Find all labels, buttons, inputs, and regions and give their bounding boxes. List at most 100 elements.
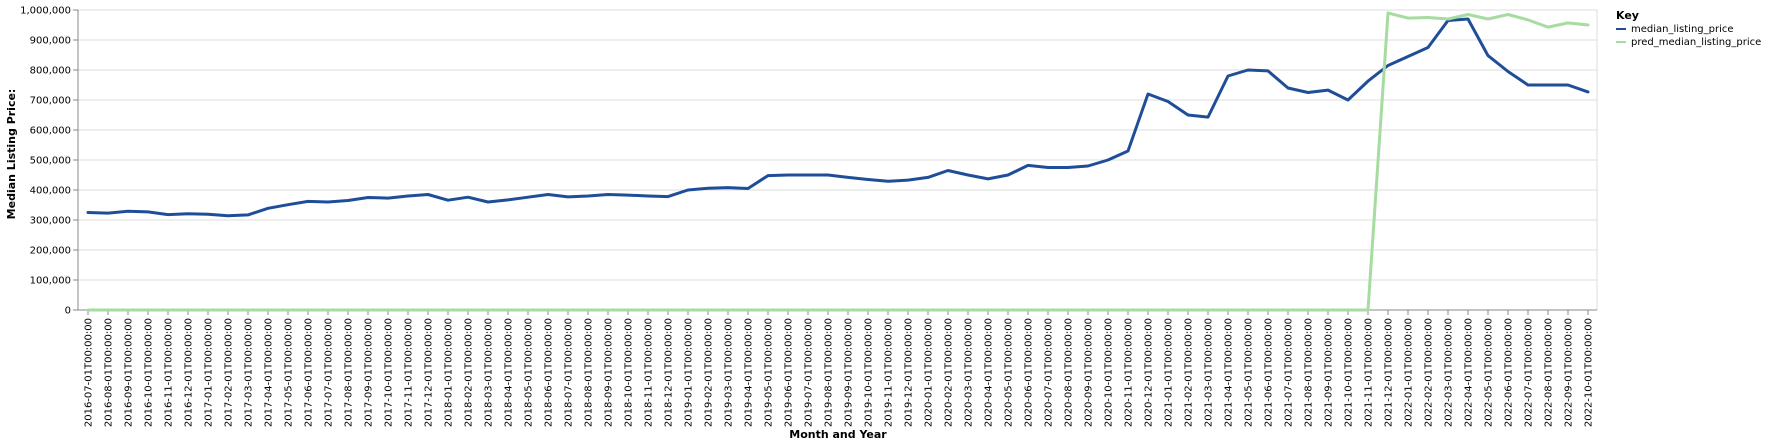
x-tick-label: 2017-07-01T00:00:00 — [324, 318, 335, 427]
x-tick-label: 2021-05-01T00:00:00 — [1244, 318, 1255, 427]
x-tick-label: 2019-05-01T00:00:00 — [764, 318, 775, 427]
x-tick-label: 2020-10-01T00:00:00 — [1104, 318, 1115, 427]
legend: Key median_listing_price pred_median_list… — [1616, 9, 1761, 48]
y-tick-label: 0 — [65, 306, 71, 317]
x-tick-label: 2021-02-01T00:00:00 — [1184, 318, 1195, 427]
x-tick-label: 2019-03-01T00:00:00 — [724, 318, 735, 427]
x-tick-label: 2019-06-01T00:00:00 — [784, 318, 795, 427]
x-tick-label: 2021-12-01T00:00:00 — [1384, 318, 1395, 427]
legend-title: Key — [1616, 9, 1639, 22]
x-tick-label: 2020-06-01T00:00:00 — [1024, 318, 1035, 427]
x-tick-label: 2018-08-01T00:00:00 — [584, 318, 595, 427]
x-tick-label: 2017-04-01T00:00:00 — [264, 318, 275, 427]
y-axis: 0 100,000 200,000 300,000 400,000 500,000 600,… — [20, 6, 79, 317]
x-tick-label: 2020-03-01T00:00:00 — [964, 318, 975, 427]
x-tick-label: 2022-04-01T00:00:00 — [1464, 318, 1475, 427]
x-tick-label: 2019-12-01T00:00:00 — [904, 318, 915, 427]
x-tick-label: 2019-01-01T00:00:00 — [684, 318, 695, 427]
x-tick-label: 2022-09-01T00:00:00 — [1564, 318, 1575, 427]
x-tick-label: 2019-02-01T00:00:00 — [704, 318, 715, 427]
x-tick-label: 2017-06-01T00:00:00 — [304, 318, 315, 427]
x-tick-label: 2021-11-01T00:00:00 — [1364, 318, 1375, 427]
x-tick-label: 2020-11-01T00:00:00 — [1124, 318, 1135, 427]
x-tick-label: 2022-03-01T00:00:00 — [1444, 318, 1455, 427]
x-tick-label: 2016-07-01T00:00:00 — [84, 318, 95, 427]
x-tick-label: 2017-02-01T00:00:00 — [224, 318, 235, 427]
y-axis-title: Median Listing Price: — [5, 89, 18, 220]
x-tick-label: 2018-01-01T00:00:00 — [444, 318, 455, 427]
legend-label: median_listing_price — [1631, 24, 1734, 35]
x-tick-label: 2017-08-01T00:00:00 — [344, 318, 355, 427]
x-tick-label: 2019-07-01T00:00:00 — [804, 318, 815, 427]
x-tick-label: 2018-04-01T00:00:00 — [504, 318, 515, 427]
x-tick-label: 2017-01-01T00:00:00 — [204, 318, 215, 427]
x-tick-label: 2022-10-01T00:00:00 — [1584, 318, 1595, 427]
y-tick-label: 300,000 — [30, 216, 71, 227]
x-tick-label: 2016-08-01T00:00:00 — [104, 318, 115, 427]
x-tick-label: 2018-09-01T00:00:00 — [604, 318, 615, 427]
x-tick-label: 2019-10-01T00:00:00 — [864, 318, 875, 427]
x-tick-label: 2017-12-01T00:00:00 — [424, 318, 435, 427]
x-tick-label: 2017-11-01T00:00:00 — [404, 318, 415, 427]
x-axis-title: Month and Year — [789, 428, 887, 441]
y-tick-label: 200,000 — [30, 246, 71, 257]
x-tick-label: 2019-04-01T00:00:00 — [744, 318, 755, 427]
x-tick-label: 2021-10-01T00:00:00 — [1344, 318, 1355, 427]
gridlines — [77, 9, 1598, 311]
x-tick-label: 2016-10-01T00:00:00 — [144, 318, 155, 427]
x-tick-label: 2019-11-01T00:00:00 — [884, 318, 895, 427]
y-tick-label: 800,000 — [30, 66, 71, 77]
x-tick-label: 2020-12-01T00:00:00 — [1144, 318, 1155, 427]
y-tick-label: 600,000 — [30, 126, 71, 137]
x-tick-label: 2022-08-01T00:00:00 — [1544, 318, 1555, 427]
x-tick-label: 2022-05-01T00:00:00 — [1484, 318, 1495, 427]
x-tick-label: 2021-04-01T00:00:00 — [1224, 318, 1235, 427]
series-line-median_listing_price — [86, 17, 1590, 218]
x-tick-label: 2020-05-01T00:00:00 — [1004, 318, 1015, 427]
x-tick-label: 2018-06-01T00:00:00 — [544, 318, 555, 427]
x-tick-label: 2017-09-01T00:00:00 — [364, 318, 375, 427]
x-tick-label: 2020-04-01T00:00:00 — [984, 318, 995, 427]
x-tick-label: 2016-12-01T00:00:00 — [184, 318, 195, 427]
y-tick-label: 700,000 — [30, 96, 71, 107]
x-tick-label: 2021-06-01T00:00:00 — [1264, 318, 1275, 427]
y-tick-label: 900,000 — [30, 36, 71, 47]
x-tick-label: 2022-02-01T00:00:00 — [1424, 318, 1435, 427]
x-tick-label: 2021-01-01T00:00:00 — [1164, 318, 1175, 427]
x-axis: 2016-07-01T00:00:00 2016-08-01T00:00:00 20… — [78, 309, 1597, 427]
x-tick-label: 2020-07-01T00:00:00 — [1044, 318, 1055, 427]
x-tick-label: 2017-05-01T00:00:00 — [284, 318, 295, 427]
x-tick-label: 2021-07-01T00:00:00 — [1284, 318, 1295, 427]
x-tick-label: 2021-09-01T00:00:00 — [1324, 318, 1335, 427]
x-tick-label: 2018-10-01T00:00:00 — [624, 318, 635, 427]
x-tick-label: 2021-03-01T00:00:00 — [1204, 318, 1215, 427]
x-tick-label: 2020-01-01T00:00:00 — [924, 318, 935, 427]
x-tick-label: 2019-09-01T00:00:00 — [844, 318, 855, 427]
x-tick-label: 2018-12-01T00:00:00 — [664, 318, 675, 427]
x-tick-label: 2018-07-01T00:00:00 — [564, 318, 575, 427]
x-tick-label: 2020-08-01T00:00:00 — [1064, 318, 1075, 427]
x-tick-label: 2016-09-01T00:00:00 — [124, 318, 135, 427]
x-tick-label: 2016-11-01T00:00:00 — [164, 318, 175, 427]
legend-label: pred_median_listing_price — [1631, 37, 1761, 48]
x-tick-label: 2018-05-01T00:00:00 — [524, 318, 535, 427]
y-tick-label: 400,000 — [30, 186, 71, 197]
x-tick-label: 2017-03-01T00:00:00 — [244, 318, 255, 427]
y-tick-label: 100,000 — [30, 276, 71, 287]
y-tick-label: 1,000,000 — [20, 6, 71, 17]
x-tick-label: 2022-01-01T00:00:00 — [1404, 318, 1415, 427]
x-tick-label: 2020-02-01T00:00:00 — [944, 318, 955, 427]
x-tick-label: 2020-09-01T00:00:00 — [1084, 318, 1095, 427]
x-tick-label: 2021-08-01T00:00:00 — [1304, 318, 1315, 427]
y-tick-label: 500,000 — [30, 156, 71, 167]
x-tick-label: 2019-08-01T00:00:00 — [824, 318, 835, 427]
x-tick-label: 2022-07-01T00:00:00 — [1524, 318, 1535, 427]
x-tick-label: 2018-11-01T00:00:00 — [644, 318, 655, 427]
x-tick-label: 2018-03-01T00:00:00 — [484, 318, 495, 427]
x-tick-label: 2017-10-01T00:00:00 — [384, 318, 395, 427]
series-lines — [86, 11, 1590, 312]
series-line-pred_median_listing_price — [86, 11, 1590, 312]
x-tick-label: 2018-02-01T00:00:00 — [464, 318, 475, 427]
x-tick-label: 2022-06-01T00:00:00 — [1504, 318, 1515, 427]
